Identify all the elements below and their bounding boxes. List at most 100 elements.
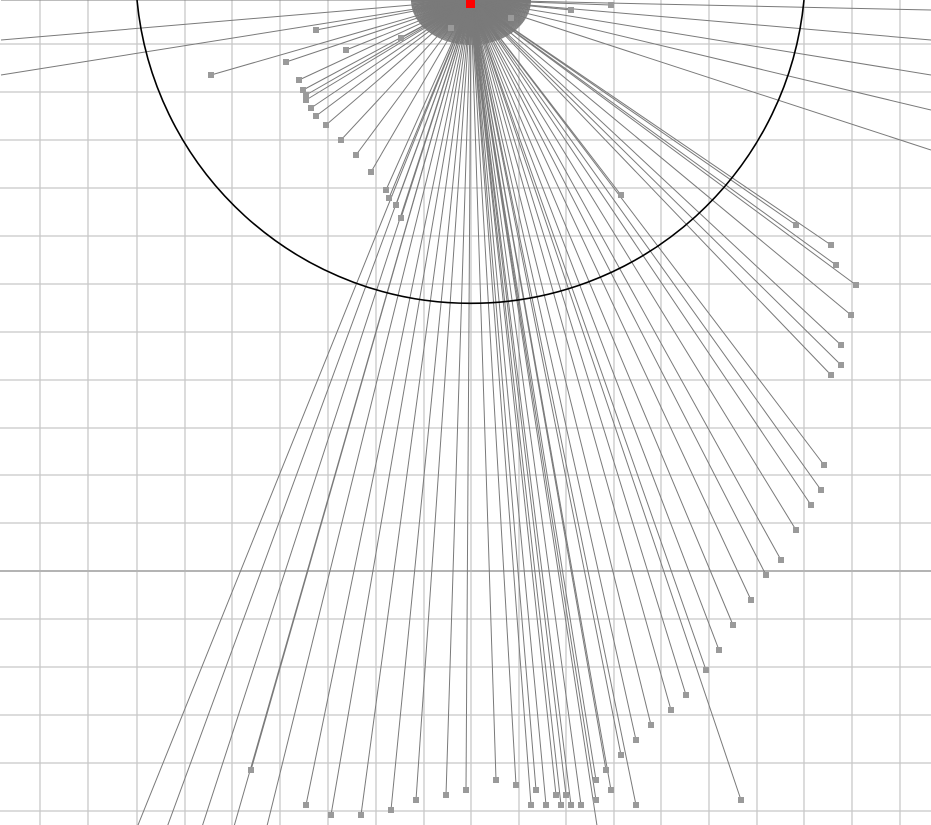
scan-ray — [470, 0, 720, 651]
scan-hit-marker-icon — [283, 59, 289, 65]
scan-ray — [470, 0, 812, 506]
scan-ray — [470, 0, 752, 601]
scan-hit-marker-icon — [308, 105, 314, 111]
scan-hit-marker-icon — [818, 487, 824, 493]
scan-ray — [390, 0, 472, 811]
scan-hit-marker-icon — [463, 787, 469, 793]
scan-ray — [325, 0, 472, 126]
scan-hit-marker-icon — [398, 215, 404, 221]
scan-ray — [315, 0, 472, 117]
scan-ray — [470, 0, 767, 576]
scan-hit-marker-icon — [568, 7, 574, 13]
scan-ray — [470, 0, 597, 781]
scan-ray — [470, 0, 512, 19]
scan-hit-marker-icon — [618, 752, 624, 758]
scan-ray — [470, 0, 931, 41]
scan-hit-marker-icon — [853, 282, 859, 288]
scan-hit-marker-icon — [633, 737, 639, 743]
scan-ray — [470, 0, 672, 711]
scan-ray — [470, 0, 707, 671]
scan-hit-marker-icon — [730, 622, 736, 628]
scan-hit-marker-icon — [508, 15, 514, 21]
scan-hit-marker-icon — [848, 312, 854, 318]
scan-ray — [470, 0, 852, 316]
scan-ray — [470, 0, 497, 781]
scan-hit-marker-icon — [313, 113, 319, 119]
scan-ray — [470, 0, 687, 696]
scan-ray — [298, 0, 472, 81]
scan-ray — [470, 0, 597, 801]
scan-ray — [302, 0, 472, 91]
scan-ray — [340, 0, 472, 141]
scan-ray — [470, 0, 582, 806]
scan-hit-marker-icon — [338, 137, 344, 143]
scan-ray — [395, 0, 472, 206]
scan-hit-marker-icon — [821, 462, 827, 468]
scan-hit-marker-icon — [648, 722, 654, 728]
scan-hit-marker-icon — [563, 792, 569, 798]
scan-hit-marker-icon — [748, 597, 754, 603]
scan-hit-marker-icon — [738, 797, 744, 803]
scan-hit-marker-icon — [413, 797, 419, 803]
scan-hit-marker-icon — [353, 152, 359, 158]
scan-ray — [470, 0, 734, 626]
scan-ray — [310, 0, 472, 109]
scan-hit-marker-icon — [668, 707, 674, 713]
scan-hit-marker-icon — [763, 572, 769, 578]
scan-hit-marker-icon — [593, 777, 599, 783]
scan-ray — [470, 0, 562, 806]
scan-hit-marker-icon — [398, 35, 404, 41]
scan-ray — [315, 0, 472, 31]
scan-hit-marker-icon — [493, 777, 499, 783]
scan-hit-marker-icon — [603, 767, 609, 773]
scan-hit-marker-icon — [296, 77, 302, 83]
scan-hit-marker-icon — [578, 802, 584, 808]
scan-hit-marker-icon — [368, 169, 374, 175]
scan-hit-marker-icon — [828, 242, 834, 248]
scan-hit-marker-icon — [533, 787, 539, 793]
range-circle — [136, 0, 805, 305]
scan-ray — [470, 0, 797, 226]
scan-hit-marker-icon — [328, 812, 334, 818]
scan-hit-marker-icon — [618, 192, 624, 198]
scan-ray — [137, 0, 472, 825]
scan-hit-marker-icon — [358, 812, 364, 818]
scan-ray — [470, 0, 557, 796]
scan-ray — [285, 0, 472, 63]
scan-hit-marker-icon — [443, 792, 449, 798]
scan-ray — [470, 0, 598, 825]
scan-hit-marker-icon — [313, 27, 319, 33]
scan-hit-marker-icon — [323, 122, 329, 128]
scan-ray — [470, 0, 931, 151]
scan-ray — [470, 0, 822, 491]
scan-hit-marker-icon — [568, 802, 574, 808]
scan-ray — [400, 0, 472, 219]
scan-ray — [305, 0, 472, 101]
scan-ray — [360, 0, 472, 816]
scan-ray — [470, 0, 547, 806]
scan-hit-marker-icon — [383, 187, 389, 193]
scan-hit-marker-icon — [528, 802, 534, 808]
scan-ray — [0, 0, 472, 41]
scan-hit-marker-icon — [303, 97, 309, 103]
scan-hit-marker-icon — [303, 802, 309, 808]
scan-ray — [470, 0, 842, 366]
scan-hit-marker-icon — [393, 202, 399, 208]
scan-ray — [470, 0, 637, 741]
scan-ray — [470, 0, 532, 806]
scan-hit-marker-icon — [448, 25, 454, 31]
scan-ray — [385, 0, 472, 191]
scan-hit-marker-icon — [793, 527, 799, 533]
scan-hit-marker-icon — [778, 557, 784, 563]
scan-ray — [470, 0, 832, 376]
scan-hit-marker-icon — [343, 47, 349, 53]
scan-hit-marker-icon — [553, 792, 559, 798]
scan-ray — [470, 0, 567, 796]
scan-ray — [470, 0, 842, 346]
scan-ray — [470, 0, 782, 561]
scan-ray — [250, 0, 472, 771]
scan-ray — [470, 0, 797, 531]
